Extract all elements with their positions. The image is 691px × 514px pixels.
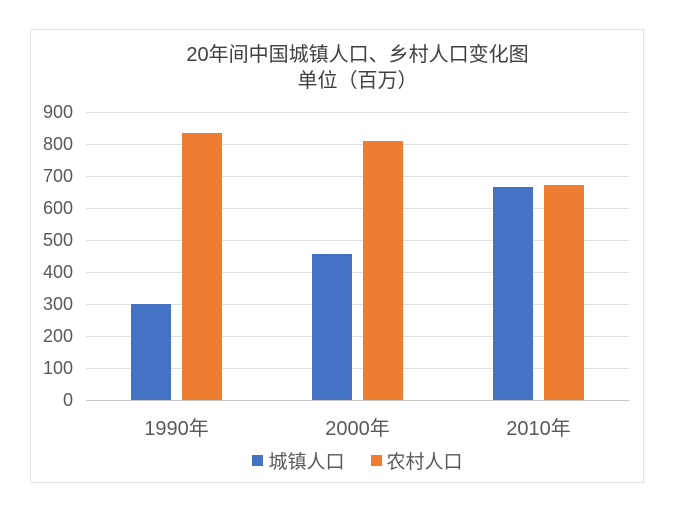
legend-swatch-rural-population	[370, 454, 382, 466]
bar-urban-population-1990	[131, 304, 171, 400]
y-axis-tick-label: 600	[42, 198, 73, 218]
gridline-900	[86, 112, 629, 113]
gridline-200	[86, 336, 629, 337]
gridline-100	[86, 368, 629, 369]
gridline-700	[86, 176, 629, 177]
gridline-300	[86, 304, 629, 305]
legend-swatch-urban-population	[252, 454, 264, 466]
y-axis-tick-label: 500	[42, 230, 73, 250]
y-axis-tick-label: 800	[42, 134, 73, 154]
gridline-400	[86, 272, 629, 273]
chart-legend: 城镇人口 农村人口	[86, 447, 629, 473]
plot-area: 0 100 200 300 400 500 600 700 800 900 1990年 2000年 20…	[43, 102, 629, 440]
x-axis-tick-label: 1990年	[144, 418, 209, 440]
x-axis-tick-label: 2000年	[325, 418, 390, 440]
y-axis-tick-label: 400	[42, 262, 73, 282]
bar-rural-population-1990	[182, 133, 222, 400]
y-axis-tick-label: 300	[42, 294, 73, 314]
y-axis-tick-label: 900	[42, 102, 73, 122]
legend-item-rural-population: 农村人口	[370, 447, 463, 474]
bar-urban-population-2000	[312, 253, 352, 400]
legend-label: 城镇人口	[268, 451, 345, 473]
bar-rural-population-2000	[363, 141, 403, 400]
legend-label: 农村人口	[386, 451, 463, 473]
chart-subtitle: 单位（百万）	[297, 70, 418, 92]
x-axis-line	[86, 400, 629, 401]
x-axis-tick-label: 2010年	[506, 418, 571, 440]
y-axis-tick-label: 0	[62, 390, 73, 410]
y-axis-tick-label: 200	[42, 326, 73, 346]
bar-urban-population-2010	[493, 186, 533, 400]
chart-title-block: 20年间中国城镇人口、乡村人口变化图 单位（百万）	[86, 42, 629, 94]
gridline-600	[86, 208, 629, 209]
gridline-500	[86, 240, 629, 241]
y-axis-tick-label: 700	[42, 166, 73, 186]
y-axis-tick-label: 100	[42, 358, 73, 378]
legend-item-urban-population: 城镇人口	[252, 447, 345, 474]
chart-title: 20年间中国城镇人口、乡村人口变化图	[186, 44, 529, 66]
chart-frame: 20年间中国城镇人口、乡村人口变化图 单位（百万） 0 100 200 300 400 5…	[30, 29, 644, 483]
bar-rural-population-2010	[544, 185, 584, 400]
gridline-800	[86, 144, 629, 145]
